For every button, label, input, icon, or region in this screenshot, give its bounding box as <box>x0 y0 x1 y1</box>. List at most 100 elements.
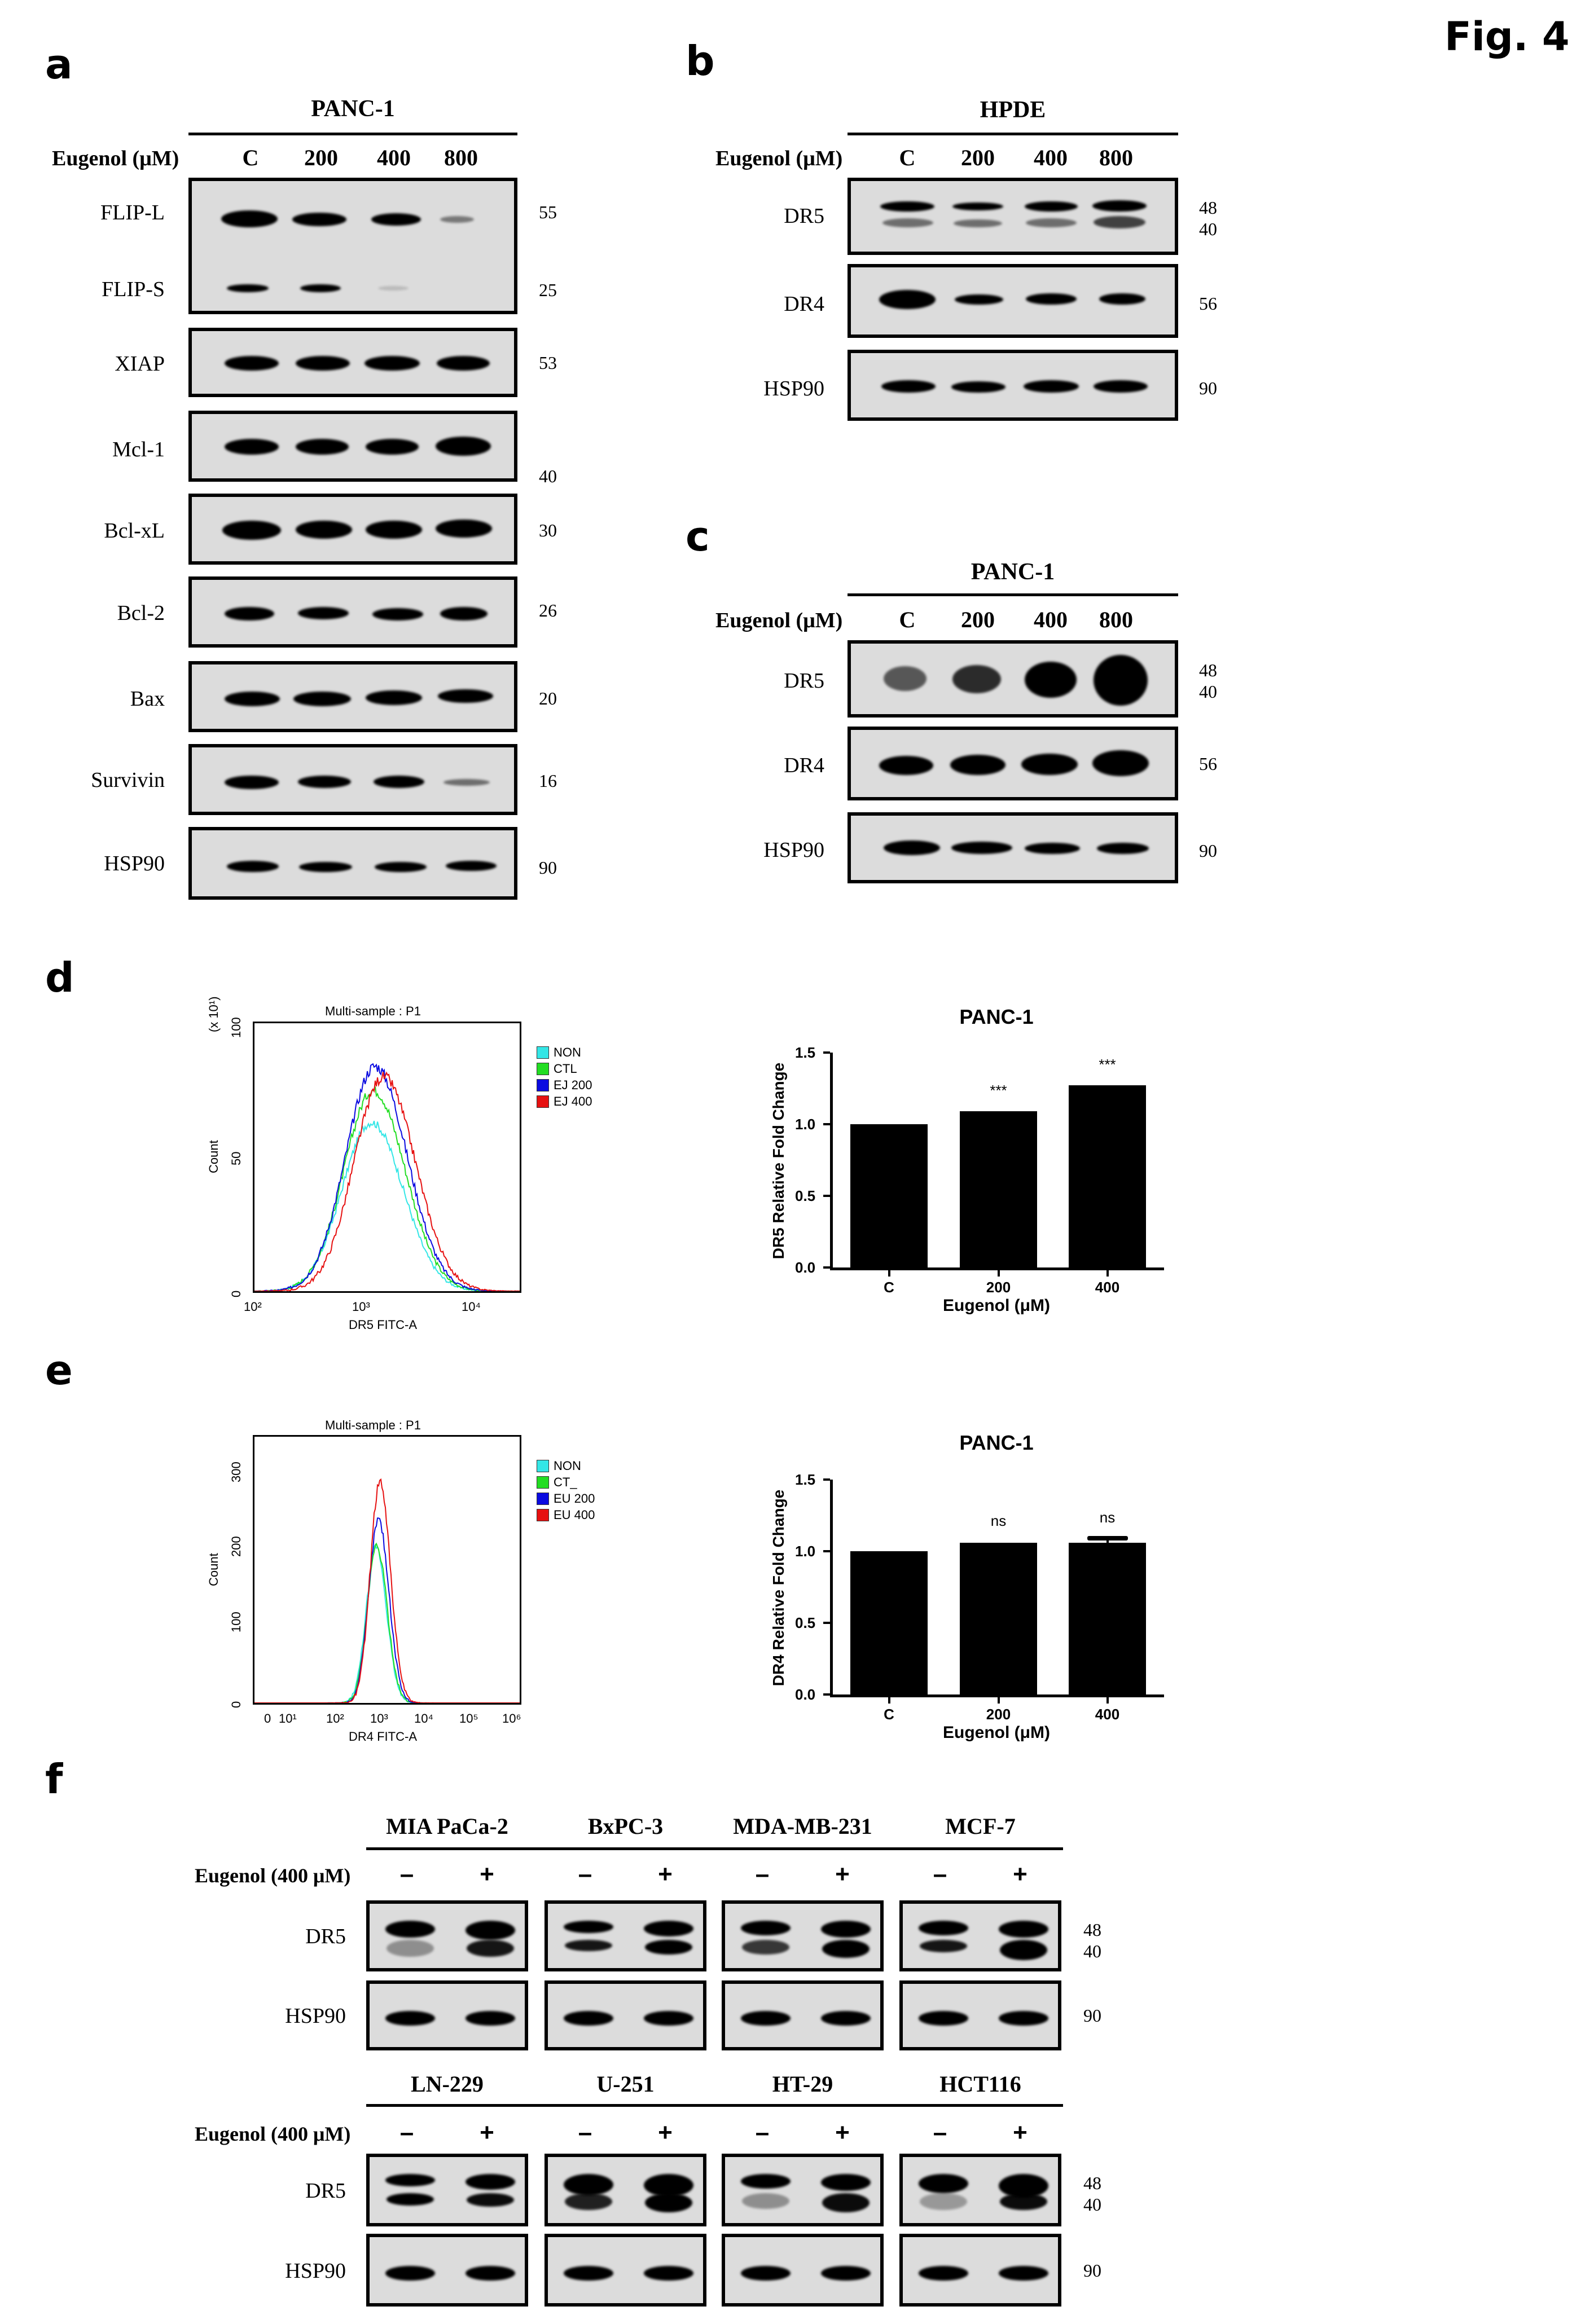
band <box>296 439 349 455</box>
cell-line-label: HPDE <box>980 97 1046 123</box>
band <box>466 2265 515 2281</box>
bar <box>960 1542 1037 1694</box>
band <box>293 692 351 706</box>
legend-item: NON <box>537 1460 581 1472</box>
bar-chart-title: PANC-1 <box>959 1005 1034 1028</box>
western-blot-hsp90 <box>545 1980 706 2050</box>
x-tick-label: 400 <box>1095 1279 1120 1296</box>
band <box>300 284 341 292</box>
significance-label: *** <box>990 1082 1007 1099</box>
minus-sign: – <box>578 1860 592 1888</box>
legend-swatch <box>537 1079 549 1091</box>
protein-label: DR4 <box>784 292 824 316</box>
band <box>222 521 281 540</box>
legend-label: EJ 200 <box>554 1078 592 1092</box>
histogram-series <box>254 1517 520 1703</box>
plus-sign: + <box>658 1860 673 1888</box>
histogram-series <box>254 1063 520 1291</box>
x-axis-label: DR5 FITC-A <box>349 1318 417 1332</box>
band <box>564 2265 613 2281</box>
y-axis-label: Count <box>207 1553 221 1586</box>
x-axis-label: Eugenol (μM) <box>943 1723 1050 1742</box>
x-tick: 10³ <box>352 1300 370 1314</box>
band <box>821 1921 871 1938</box>
western-blot-hsp90 <box>366 2234 528 2307</box>
western-blot-dr4 <box>848 264 1178 338</box>
mw-marker: 48 <box>1199 197 1217 218</box>
band <box>1092 750 1149 776</box>
band <box>884 666 926 691</box>
band <box>467 2193 514 2207</box>
legend-swatch <box>537 1476 549 1489</box>
band <box>879 290 936 309</box>
protein-label: DR5 <box>784 669 824 693</box>
band <box>387 2193 434 2206</box>
y-axis <box>830 1480 833 1696</box>
band <box>466 2174 515 2190</box>
band <box>378 286 409 290</box>
y-tick-mark <box>823 1622 830 1624</box>
y-tick-label: 1.5 <box>795 1471 816 1488</box>
dose-label: Eugenol (μM) <box>52 147 179 170</box>
legend-label: EU 200 <box>554 1491 595 1506</box>
mw-marker: 56 <box>1199 754 1217 774</box>
band <box>1097 843 1149 854</box>
lane-label: 800 <box>1099 607 1133 632</box>
x-tick-mark <box>888 1267 890 1277</box>
x-tick: 10⁴ <box>414 1711 433 1726</box>
y-tick-mark <box>823 1123 830 1125</box>
band <box>1094 216 1145 228</box>
band <box>1099 293 1145 305</box>
lane-label: 200 <box>304 145 338 170</box>
x-tick-label: C <box>884 1279 894 1296</box>
western-blot-survivin <box>188 744 517 815</box>
western-blot-dr5 <box>545 2154 706 2226</box>
legend-item: EU 200 <box>537 1493 595 1505</box>
band <box>436 520 492 538</box>
protein-label: DR4 <box>784 754 824 777</box>
band <box>884 840 940 855</box>
band <box>221 210 278 227</box>
x-axis <box>830 1694 1164 1697</box>
band <box>466 2011 515 2026</box>
cell-line-label: HCT116 <box>939 2071 1021 2097</box>
mw-marker: 40 <box>1083 2194 1101 2215</box>
band <box>387 1940 434 1957</box>
y-axis-label: DR5 Relative Fold Change <box>770 1062 787 1260</box>
cell-line-label: U-251 <box>596 2071 655 2097</box>
band <box>644 2265 693 2281</box>
band <box>564 1921 613 1933</box>
western-blot-dr5 <box>722 2154 884 2226</box>
western-blot-dr4 <box>848 727 1178 800</box>
plus-sign: + <box>835 1860 850 1888</box>
protein-label: HSP90 <box>285 2004 346 2028</box>
band <box>919 2174 968 2193</box>
protein-label: Bcl-xL <box>104 519 165 543</box>
x-tick: 10² <box>244 1300 262 1314</box>
y-axis-multiplier: (x 10¹) <box>207 996 221 1032</box>
band <box>225 776 279 789</box>
western-blot-hsp90 <box>722 1980 884 2050</box>
y-tick-label: 1.0 <box>795 1543 816 1560</box>
western-blot-xiap <box>188 328 517 397</box>
western-blot-hsp90 <box>899 2234 1061 2307</box>
western-blot-hsp90 <box>848 812 1178 883</box>
lane-label: 400 <box>1034 145 1068 170</box>
band <box>951 381 1005 393</box>
band <box>1000 1940 1047 1960</box>
y-axis <box>830 1053 833 1269</box>
protein-label: XIAP <box>115 352 165 376</box>
western-blot-hsp90 <box>366 1980 528 2050</box>
histogram-series <box>254 1478 520 1703</box>
legend-item: EJ 200 <box>537 1079 592 1091</box>
band <box>645 2193 692 2212</box>
band <box>298 607 349 619</box>
histogram-curves <box>254 1478 520 1703</box>
band <box>444 779 490 786</box>
band <box>296 356 350 371</box>
band <box>741 2174 791 2189</box>
band <box>950 755 1005 775</box>
header-underline <box>848 593 1178 596</box>
y-tick: 100 <box>229 1017 243 1038</box>
mw-marker: 30 <box>539 520 557 540</box>
